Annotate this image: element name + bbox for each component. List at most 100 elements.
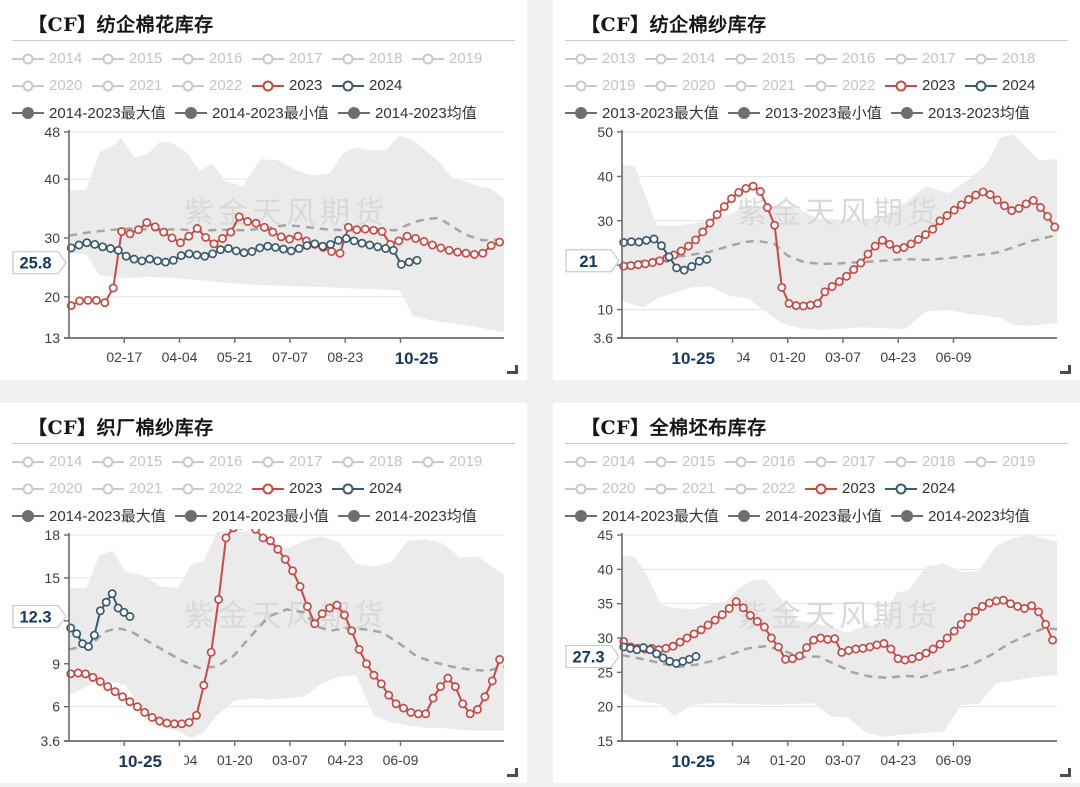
legend-item-2018[interactable]: 2018 [332,453,412,470]
legend-item-2020[interactable]: 2020 [12,480,92,497]
legend-label: 2014 [682,50,716,67]
legend-label: 2014-2023最大值 [49,508,166,525]
legend-item-2013[interactable]: 2013 [565,50,645,67]
legend-label: 2021 [129,480,163,497]
legend-item-2024[interactable]: 2024 [885,480,965,497]
legend-item-2014-2023-[interactable]: 2014-2023最小值 [175,505,338,526]
latest-value-tag [12,604,67,629]
legend-item-2023[interactable]: 2023 [252,480,332,497]
legend-label: 2019 [1002,453,1036,470]
legend-item-2014-2023-[interactable]: 2014-2023均值 [338,505,501,526]
legend-label: 2021 [682,480,716,497]
legend-item-2014[interactable]: 2014 [12,50,92,67]
y-tick-label: 40 [597,168,613,184]
legend-label: 2019 [449,453,483,470]
legend-label: 2013 [602,50,636,67]
resize-handle-icon[interactable] [507,768,518,777]
legend-item-2020[interactable]: 2020 [565,480,645,497]
legend-marker-icon [172,53,204,64]
legend-item-2016[interactable]: 2016 [172,453,252,470]
legend-item-2014-2023-[interactable]: 2014-2023最大值 [12,505,175,526]
legend-marker-icon [412,456,444,467]
legend-label: 2021 [129,77,163,94]
y-tick-label: 18 [44,529,60,543]
legend-item-2023[interactable]: 2023 [252,77,332,94]
legend-item-2021[interactable]: 2021 [725,77,805,94]
legend-item-2015[interactable]: 2015 [645,453,725,470]
legend-item-2019[interactable]: 2019 [565,77,645,94]
legend-item-2014-2023-[interactable]: 2014-2023最小值 [175,102,338,123]
x-tick-label: 04-23 [880,752,916,768]
legend-item-2014[interactable]: 2014 [645,50,725,67]
legend-item-2023[interactable]: 2023 [885,77,965,94]
legend-item-2018[interactable]: 2018 [332,50,412,67]
legend-item-2024[interactable]: 2024 [965,77,1045,94]
legend-item-2018[interactable]: 2018 [965,50,1045,67]
legend-label: 2020 [682,77,716,94]
plot-area[interactable]: 紫金天风期货3.66912151812-0401-2003-0704-2306-… [12,529,513,781]
legend-item-2024[interactable]: 2024 [332,480,412,497]
legend-item-2020[interactable]: 2020 [12,77,92,94]
resize-handle-icon[interactable] [1060,768,1071,777]
legend-item-2014-2023-[interactable]: 2014-2023最大值 [12,102,175,123]
legend-item-2024[interactable]: 2024 [332,77,412,94]
legend-item-2014-2023-[interactable]: 2014-2023最大值 [565,505,728,526]
legend-item-2015[interactable]: 2015 [92,50,172,67]
legend-marker-icon [92,80,124,91]
mean-line [68,216,505,242]
legend-item-2019[interactable]: 2019 [412,453,492,470]
legend-row: 2014 2015 2016 2017 2018 2019 [12,448,515,475]
legend-item-2018[interactable]: 2018 [885,453,965,470]
resize-handle-icon[interactable] [507,365,518,374]
legend-item-2013-2023-[interactable]: 2013-2023均值 [891,102,1054,123]
y-tick-label: 9 [52,656,60,672]
legend-item-2021[interactable]: 2021 [92,77,172,94]
legend-item-2014-2023-[interactable]: 2014-2023均值 [891,505,1054,526]
legend-item-2021[interactable]: 2021 [92,480,172,497]
plot-area[interactable]: 紫金天风期货3.6102030405012-0401-2003-0704-230… [565,126,1066,378]
legend-item-2014[interactable]: 2014 [12,453,92,470]
legend-item-2022[interactable]: 2022 [805,77,885,94]
legend-item-2020[interactable]: 2020 [645,77,725,94]
resize-handle-icon[interactable] [1060,365,1071,374]
legend-item-2021[interactable]: 2021 [645,480,725,497]
legend-item-2019[interactable]: 2019 [965,453,1045,470]
plot-area[interactable]: 紫金天风期货1520253035404512-0401-2003-0704-23… [565,529,1066,781]
legend-row: 2014-2023最大值 2014-2023最小值 2014-2023均值 [12,99,515,126]
legend-label: 2020 [602,480,636,497]
legend-label: 2023 [289,480,323,497]
title-divider [565,443,1068,444]
legend-label: 2018 [369,50,403,67]
legend-item-2017[interactable]: 2017 [885,50,965,67]
latest-value-text: 27.3 [572,649,604,667]
legend-item-2017[interactable]: 2017 [252,50,332,67]
legend-item-2014-2023-[interactable]: 2014-2023最小值 [728,505,891,526]
legend-marker-icon [332,53,364,64]
plot-area[interactable]: 紫金天风期货 13 20 30 40 48 02-17 04-04 05-21 07-07 08-2… [12,126,513,378]
legend-marker-icon [725,483,757,494]
legend-item-2017[interactable]: 2017 [805,453,885,470]
legend-marker-icon [332,80,364,91]
legend-item-2013-2023-[interactable]: 2013-2023最小值 [728,102,891,123]
legend-item-2015[interactable]: 2015 [92,453,172,470]
legend-marker-icon [12,80,44,91]
legend-item-2019[interactable]: 2019 [412,50,492,67]
legend-item-2013-2023-[interactable]: 2013-2023最大值 [565,102,728,123]
legend-item-2022[interactable]: 2022 [172,480,252,497]
legend-item-2016[interactable]: 2016 [172,50,252,67]
legend-item-2014[interactable]: 2014 [565,453,645,470]
x-tick-label-latest: 10-25 [672,349,715,368]
legend-item-2022[interactable]: 2022 [725,480,805,497]
legend-label: 2017 [842,453,876,470]
legend-item-2016[interactable]: 2016 [725,453,805,470]
legend-item-2014-2023-[interactable]: 2014-2023均值 [338,102,501,123]
watermark-text: 紫金天风期货 [184,197,388,230]
legend-label: 2014-2023均值 [928,508,1030,525]
legend-item-2015[interactable]: 2015 [725,50,805,67]
legend-label: 2018 [922,453,956,470]
legend-label: 2015 [129,453,163,470]
legend-item-2017[interactable]: 2017 [252,453,332,470]
legend-item-2022[interactable]: 2022 [172,77,252,94]
legend-item-2016[interactable]: 2016 [805,50,885,67]
legend-item-2023[interactable]: 2023 [805,480,885,497]
